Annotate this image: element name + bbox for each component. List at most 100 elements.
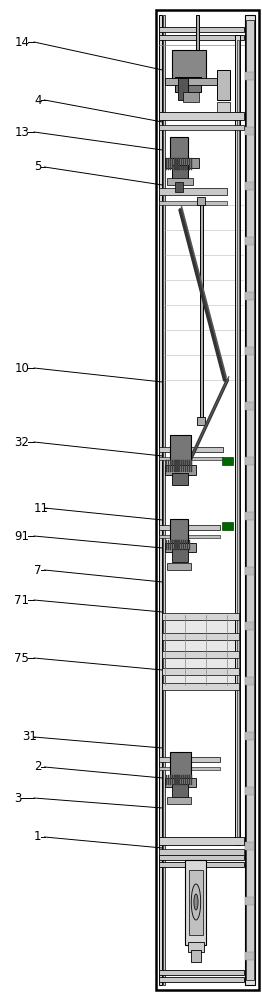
Bar	[191, 950, 201, 962]
Bar	[159, 977, 244, 982]
Bar	[217, 70, 230, 100]
Bar	[181, 540, 182, 550]
Circle shape	[191, 884, 201, 920]
Bar	[168, 775, 169, 785]
Bar	[156, 10, 259, 990]
Bar	[181, 775, 182, 785]
Text: 3: 3	[14, 792, 22, 804]
Bar	[172, 540, 173, 550]
Bar	[159, 35, 244, 40]
Bar	[159, 457, 223, 460]
Bar	[159, 970, 244, 975]
Bar	[188, 942, 204, 952]
Bar	[246, 20, 254, 980]
Bar	[191, 158, 192, 170]
Bar	[245, 622, 254, 630]
Bar	[165, 78, 217, 85]
Bar	[183, 158, 184, 170]
Text: 32: 32	[14, 436, 29, 448]
Bar	[168, 460, 169, 472]
Bar	[245, 732, 254, 740]
Bar	[245, 182, 254, 190]
Text: 10: 10	[14, 361, 29, 374]
Bar	[170, 540, 171, 550]
Bar	[245, 402, 254, 410]
Bar	[185, 860, 206, 945]
Bar	[245, 897, 254, 905]
Bar	[159, 849, 244, 855]
Bar	[162, 633, 239, 640]
Text: 4: 4	[34, 94, 42, 106]
Bar	[176, 158, 178, 170]
Bar	[162, 668, 239, 675]
Bar	[245, 72, 254, 80]
Bar	[165, 465, 196, 475]
Bar	[176, 540, 178, 550]
Bar	[178, 78, 188, 100]
Text: 5: 5	[34, 160, 41, 174]
Bar	[183, 460, 184, 472]
Bar	[159, 767, 220, 770]
Text: 13: 13	[14, 125, 29, 138]
Text: 31: 31	[22, 730, 37, 744]
Bar	[176, 460, 178, 472]
Bar	[165, 615, 236, 685]
Bar	[170, 137, 188, 162]
Bar	[159, 27, 244, 32]
Bar	[159, 837, 244, 845]
Bar	[174, 460, 176, 472]
Bar	[175, 182, 183, 192]
Bar	[217, 102, 230, 112]
Bar	[245, 292, 254, 300]
Text: 1: 1	[34, 830, 42, 844]
Bar	[245, 237, 254, 245]
Bar	[175, 77, 201, 92]
Bar	[170, 519, 188, 547]
Bar	[159, 447, 223, 452]
Bar	[245, 512, 254, 520]
Bar	[172, 50, 206, 80]
Text: 91: 91	[14, 530, 29, 542]
Bar	[166, 540, 167, 550]
Bar	[178, 158, 180, 170]
Bar	[245, 567, 254, 575]
Bar	[187, 775, 188, 785]
Bar	[166, 158, 167, 170]
Bar	[189, 870, 203, 935]
Bar	[163, 15, 165, 985]
Bar	[200, 200, 203, 420]
Bar	[165, 778, 196, 787]
Bar	[176, 775, 178, 785]
Bar	[174, 775, 176, 785]
Bar	[222, 457, 233, 465]
Bar	[159, 188, 227, 195]
Bar	[159, 112, 244, 120]
Bar	[168, 540, 169, 550]
Bar	[185, 158, 186, 170]
Text: 75: 75	[14, 652, 29, 664]
Bar	[245, 842, 254, 850]
Bar	[237, 40, 239, 840]
Bar	[172, 775, 173, 785]
Bar	[167, 563, 191, 570]
Bar	[178, 540, 180, 550]
Bar	[172, 460, 173, 472]
Bar	[167, 178, 193, 185]
Bar	[191, 460, 192, 472]
Bar	[178, 460, 180, 472]
Bar	[172, 158, 173, 170]
Bar	[170, 752, 191, 782]
Bar	[191, 775, 192, 785]
Bar	[159, 757, 220, 762]
Bar	[197, 417, 205, 425]
Bar	[170, 158, 171, 170]
Bar	[178, 775, 180, 785]
Text: 2: 2	[34, 760, 42, 774]
Bar	[159, 525, 220, 530]
Bar	[183, 540, 184, 550]
Bar	[245, 15, 255, 985]
Text: 11: 11	[34, 502, 49, 514]
Bar	[245, 457, 254, 465]
Bar	[174, 540, 176, 550]
Bar	[235, 35, 240, 845]
